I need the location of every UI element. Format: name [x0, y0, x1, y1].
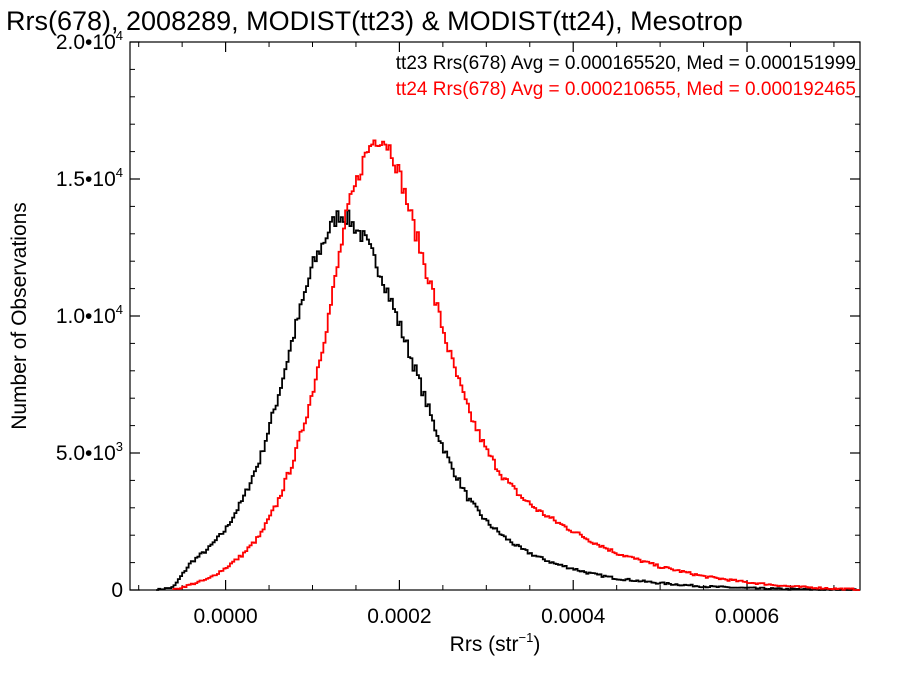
- y-tick-base: 1.5•10: [56, 168, 116, 191]
- y-tick-base: 1.0•10: [56, 305, 116, 328]
- y-tick-label: 5.0•103: [56, 439, 123, 465]
- x-tick-label: 0.0002: [367, 605, 431, 628]
- y-tick-exp: 4: [116, 302, 123, 317]
- y-tick-label: 2.0•104: [56, 28, 123, 54]
- x-axis-label-main: Rrs (str: [450, 633, 519, 656]
- y-tick-base: 2.0•10: [56, 31, 116, 54]
- series-stats-tt23: tt23 Rrs(678) Avg = 0.000165520, Med = 0…: [396, 53, 856, 74]
- x-axis-label: Rrs (str−1): [450, 630, 541, 656]
- series-stats-tt24: tt24 Rrs(678) Avg = 0.000210655, Med = 0…: [396, 79, 856, 100]
- y-tick-label: 1.0•104: [56, 302, 123, 328]
- y-tick-label: 1.5•104: [56, 165, 123, 191]
- y-tick-exp: 4: [116, 28, 123, 43]
- y-tick-base: 5.0•10: [56, 442, 116, 465]
- x-axis-label-sup: −1: [519, 630, 534, 645]
- x-tick-label: 0.0000: [193, 605, 257, 628]
- histogram-series-tt23: [156, 209, 860, 591]
- y-tick-label: 0: [111, 579, 123, 602]
- x-tick-label: 0.0004: [541, 605, 606, 628]
- series-layer: [156, 139, 860, 591]
- x-tick-label: 0.0006: [715, 605, 779, 628]
- histogram-series-tt24: [172, 139, 860, 591]
- y-tick-base: 0: [111, 579, 123, 602]
- x-tick-labels: 0.0000 0.0002 0.0004 0.0006: [193, 605, 779, 628]
- y-tick-exp: 3: [116, 439, 123, 454]
- x-axis-label-end: ): [533, 633, 540, 656]
- y-tick-exp: 4: [116, 165, 123, 180]
- y-axis-label: Number of Observations: [8, 202, 31, 430]
- chart-title: Rrs(678), 2008289, MODIST(tt23) & MODIST…: [6, 6, 743, 36]
